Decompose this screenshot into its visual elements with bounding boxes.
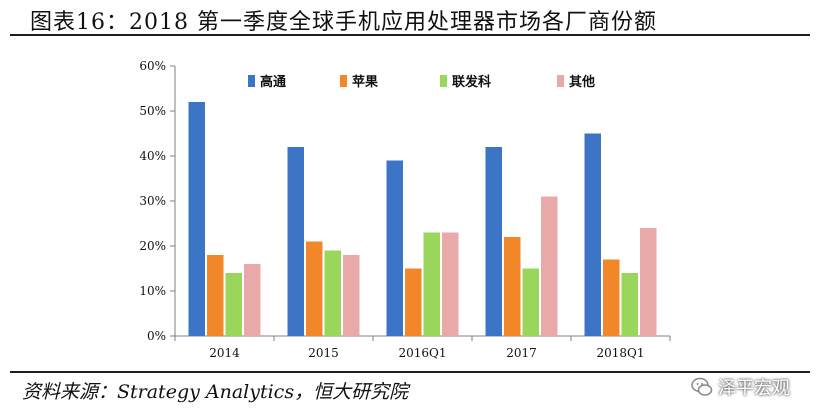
- bar: [584, 133, 601, 336]
- y-tick-label: 40%: [139, 149, 166, 163]
- bar: [324, 250, 341, 336]
- watermark-text: 泽平宏观: [718, 378, 790, 399]
- bar: [225, 273, 242, 336]
- bar: [640, 228, 657, 336]
- legend-swatch: [248, 75, 255, 87]
- legend-label: 苹果: [352, 74, 378, 90]
- legend-label: 其他: [569, 74, 595, 90]
- bar-chart: 0% 10% 20% 30% 40% 50% 60% 2014 2015 2016Q1 2017 20…: [139, 59, 671, 360]
- title-divider: [10, 34, 810, 36]
- bar: [244, 264, 261, 336]
- y-tick-label: 20%: [139, 239, 166, 253]
- bar: [504, 237, 521, 336]
- wechat-icon: [691, 377, 713, 396]
- bar: [621, 273, 638, 336]
- y-tick-label: 10%: [139, 284, 166, 298]
- x-tick-label: 2015: [308, 346, 339, 360]
- bar: [188, 102, 205, 336]
- y-tick-label: 50%: [139, 104, 166, 118]
- bar: [541, 196, 558, 336]
- bar: [306, 241, 323, 336]
- page-title: 图表16：2018 第一季度全球手机应用处理器市场各厂商份额: [30, 10, 657, 35]
- bar: [603, 259, 620, 336]
- bar: [485, 147, 502, 336]
- bar: [442, 232, 459, 336]
- legend-swatch: [440, 75, 447, 87]
- bar: [423, 232, 440, 336]
- source-note: 资料来源：Strategy Analytics，恒大研究院: [22, 381, 409, 403]
- x-tick-label: 2017: [506, 346, 537, 360]
- bar: [287, 147, 304, 336]
- source-divider: [10, 371, 810, 373]
- bar: [343, 255, 360, 336]
- y-tick-label: 60%: [139, 59, 166, 73]
- legend-label: 高通: [260, 74, 286, 90]
- legend-label: 联发科: [452, 74, 491, 90]
- legend-swatch: [557, 75, 564, 87]
- chart-bars: [188, 102, 657, 336]
- bar: [405, 268, 422, 336]
- bar: [207, 255, 224, 336]
- watermark: 泽平宏观: [690, 372, 815, 402]
- x-tick-label: 2016Q1: [398, 346, 446, 360]
- bar: [522, 268, 539, 336]
- legend-swatch: [340, 75, 347, 87]
- bar: [386, 160, 403, 336]
- x-tick-label: 2018Q1: [596, 346, 644, 360]
- y-tick-label: 0%: [147, 329, 166, 343]
- chart-legend: 高通 苹果 联发科 其他: [248, 74, 595, 90]
- y-tick-label: 30%: [139, 194, 166, 208]
- x-tick-label: 2014: [209, 346, 240, 360]
